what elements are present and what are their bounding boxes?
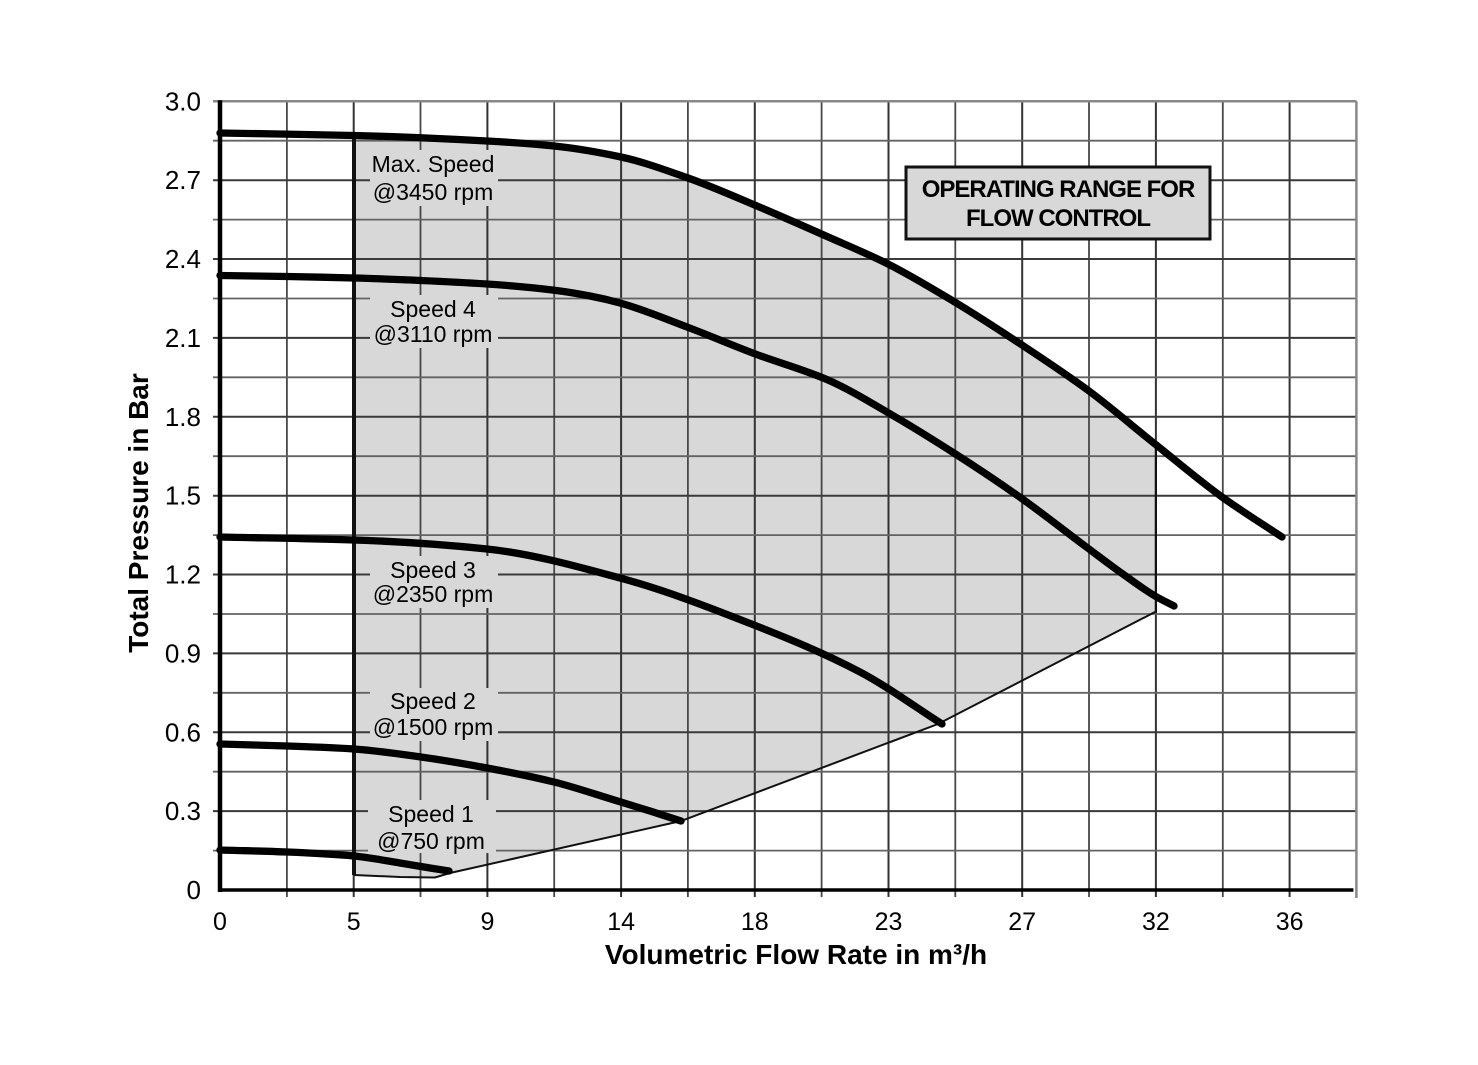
svg-text:14: 14 xyxy=(607,908,635,936)
svg-text:Speed 1: Speed 1 xyxy=(388,801,474,827)
svg-text:2.1: 2.1 xyxy=(165,323,201,353)
svg-text:2.7: 2.7 xyxy=(165,165,201,195)
svg-text:Total Pressure in Bar: Total Pressure in Bar xyxy=(123,373,154,653)
svg-text:@3110 rpm: @3110 rpm xyxy=(374,321,493,347)
svg-text:Speed 3: Speed 3 xyxy=(390,557,476,583)
svg-text:OPERATING RANGE FOR: OPERATING RANGE FOR xyxy=(922,176,1195,203)
svg-text:5: 5 xyxy=(347,908,361,936)
svg-text:Speed 4: Speed 4 xyxy=(390,296,476,322)
svg-text:@750 rpm: @750 rpm xyxy=(377,828,485,854)
svg-text:9: 9 xyxy=(480,908,494,936)
svg-text:0.9: 0.9 xyxy=(165,638,201,668)
svg-text:Speed 2: Speed 2 xyxy=(390,688,476,714)
svg-text:1.5: 1.5 xyxy=(165,481,201,511)
svg-text:32: 32 xyxy=(1142,908,1170,936)
svg-text:0.3: 0.3 xyxy=(165,796,201,826)
svg-text:0.6: 0.6 xyxy=(165,717,201,747)
svg-text:Max. Speed: Max. Speed xyxy=(372,151,495,177)
svg-text:2.4: 2.4 xyxy=(165,244,201,274)
svg-text:27: 27 xyxy=(1008,908,1036,936)
svg-text:@2350 rpm: @2350 rpm xyxy=(373,581,494,607)
svg-text:23: 23 xyxy=(875,908,903,936)
svg-text:0: 0 xyxy=(187,875,201,905)
svg-text:FLOW CONTROL: FLOW CONTROL xyxy=(966,205,1150,232)
svg-text:36: 36 xyxy=(1276,908,1304,936)
svg-text:1.2: 1.2 xyxy=(165,560,201,590)
svg-text:18: 18 xyxy=(741,908,769,936)
svg-text:1.8: 1.8 xyxy=(165,402,201,432)
svg-text:0: 0 xyxy=(213,908,227,936)
svg-text:Volumetric Flow Rate in m³/h: Volumetric Flow Rate in m³/h xyxy=(605,939,987,970)
svg-text:@3450 rpm: @3450 rpm xyxy=(373,179,494,205)
svg-text:@1500 rpm: @1500 rpm xyxy=(373,714,494,740)
svg-text:3.0: 3.0 xyxy=(165,86,201,116)
